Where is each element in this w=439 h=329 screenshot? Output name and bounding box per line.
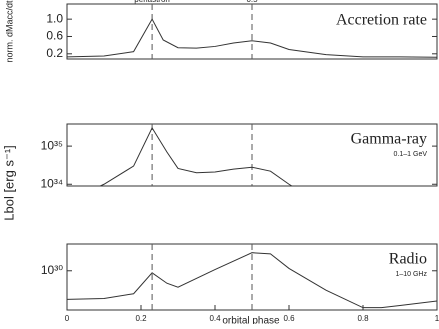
- vline-label: periastron: [134, 0, 170, 4]
- y-tick-label: 10³⁰: [41, 263, 63, 277]
- data-line: [98, 126, 293, 186]
- x-tick-label: 0.8: [357, 314, 369, 323]
- data-line: [67, 252, 437, 309]
- y-tick-label: 10³⁴: [41, 176, 64, 190]
- vline-label: 0.5: [246, 0, 258, 4]
- x-tick-label: 1: [435, 314, 439, 323]
- y-tick-label: 0.6: [46, 29, 63, 43]
- panel-subtitle: 1–10 GHz: [395, 271, 427, 278]
- x-tick-label: 0.4: [209, 314, 221, 323]
- plot-area: [67, 18, 437, 58]
- x-tick-label: 0: [65, 314, 70, 323]
- panel-title: Gamma-ray: [351, 131, 427, 148]
- y-axis-label: Lbol [erg s⁻¹]: [1, 145, 16, 221]
- x-tick-label: 0.2: [135, 314, 147, 323]
- y-tick-label: 10³⁵: [41, 138, 63, 152]
- x-axis-label: orbital phase: [222, 316, 280, 324]
- plot-area: [98, 126, 293, 186]
- y-tick-label: 0.2: [46, 46, 63, 60]
- plot-area: [67, 252, 437, 309]
- x-tick-label: 0.6: [283, 314, 295, 323]
- panel-title: Accretion rate: [336, 12, 427, 29]
- panel-title: Radio: [389, 251, 427, 268]
- panel-subtitle: 0.1–1 GeV: [394, 151, 428, 158]
- data-line: [67, 18, 437, 58]
- y-tick-label: 1.0: [46, 11, 63, 25]
- y-axis-label: norm. dMacc/dt: [4, 0, 14, 63]
